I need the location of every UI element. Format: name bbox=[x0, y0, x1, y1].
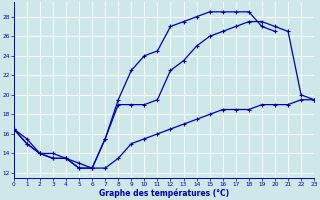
X-axis label: Graphe des températures (°C): Graphe des températures (°C) bbox=[99, 188, 229, 198]
